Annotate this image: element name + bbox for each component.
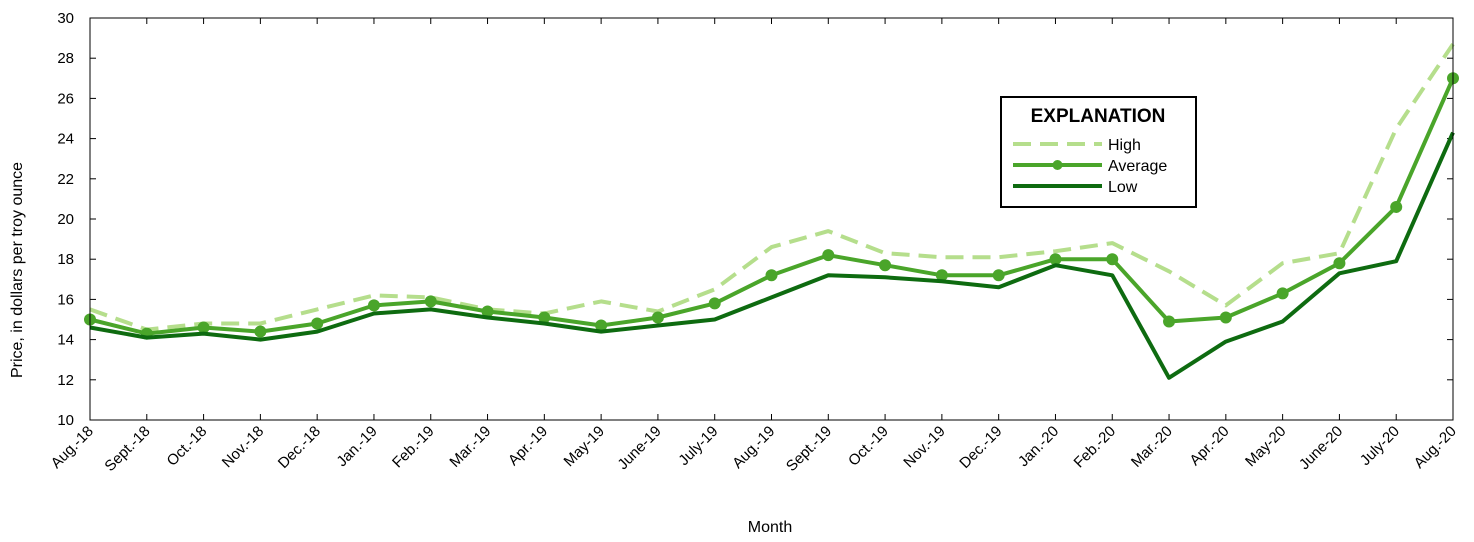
x-tick-label: May-20 bbox=[1242, 423, 1289, 470]
x-tick-label: Dec.-19 bbox=[956, 423, 1005, 472]
data-point-average bbox=[595, 319, 608, 332]
data-point-average bbox=[424, 295, 437, 308]
y-tick-label: 24 bbox=[57, 131, 74, 148]
data-point-average bbox=[197, 321, 210, 334]
y-tick-label: 14 bbox=[57, 332, 74, 349]
data-point-average bbox=[879, 259, 892, 272]
data-point-average bbox=[311, 317, 324, 330]
y-tick-label: 16 bbox=[57, 291, 74, 308]
series-line-low bbox=[89, 131, 1455, 380]
x-tick-label: Mar.-19 bbox=[446, 423, 494, 471]
data-point-average bbox=[992, 269, 1005, 282]
data-point-average bbox=[822, 249, 835, 262]
plot-area-frame bbox=[89, 17, 1454, 421]
x-tick-label: Sept.-19 bbox=[783, 423, 835, 475]
x-tick-label: Sept.-18 bbox=[101, 423, 153, 475]
y-tick-label: 10 bbox=[57, 412, 74, 429]
series-line-high bbox=[89, 42, 1455, 332]
x-tick-label: Dec.-18 bbox=[275, 423, 324, 472]
x-tick-label: Jan.-19 bbox=[333, 423, 380, 470]
x-tick-label: June-19 bbox=[614, 423, 664, 473]
data-point-average bbox=[765, 269, 778, 282]
x-tick-label: Nov.-18 bbox=[219, 423, 267, 471]
y-axis-label: Price, in dollars per troy ounce bbox=[9, 162, 26, 378]
y-tick-label: 26 bbox=[57, 90, 74, 107]
y-tick-label: 12 bbox=[57, 372, 74, 389]
data-point-average bbox=[1333, 257, 1346, 270]
series-layer bbox=[84, 42, 1459, 380]
legend-label-average: Average bbox=[1108, 158, 1167, 175]
data-point-average bbox=[1276, 287, 1289, 300]
data-point-average bbox=[651, 311, 664, 324]
x-axis-ticks: Aug.-18 Sept.-18 Oct.-18 Nov.-18 Dec.-18 Jan.… bbox=[48, 18, 1460, 475]
x-axis-label: Month bbox=[748, 519, 792, 536]
y-tick-label: 28 bbox=[57, 50, 74, 67]
y-axis-ticks: 10 12 14 16 18 20 22 24 26 28 30 bbox=[57, 10, 1453, 429]
legend-label-low: Low bbox=[1108, 179, 1138, 196]
y-tick-label: 30 bbox=[57, 10, 74, 27]
data-point-average bbox=[935, 269, 948, 282]
x-tick-label: July-19 bbox=[675, 423, 721, 469]
x-tick-label: Jan.-20 bbox=[1015, 423, 1062, 470]
legend-items: High Average Low bbox=[1013, 137, 1167, 196]
x-tick-label: Mar.-20 bbox=[1128, 423, 1176, 471]
data-point-average bbox=[1163, 315, 1176, 328]
data-point-average bbox=[538, 311, 551, 324]
data-point-average bbox=[367, 299, 380, 312]
y-tick-label: 20 bbox=[57, 211, 74, 228]
legend-label-high: High bbox=[1108, 137, 1141, 154]
y-tick-label: 22 bbox=[57, 171, 74, 188]
x-tick-label: Aug.-18 bbox=[48, 423, 97, 472]
x-tick-label: Apr.-19 bbox=[505, 423, 551, 469]
data-point-average bbox=[254, 325, 267, 338]
data-point-average bbox=[1106, 253, 1119, 266]
legend-title: EXPLANATION bbox=[1031, 106, 1166, 127]
x-tick-label: June-20 bbox=[1296, 423, 1346, 473]
x-tick-label: Feb.-19 bbox=[389, 423, 438, 472]
data-point-average bbox=[1390, 200, 1403, 213]
data-point-average bbox=[1049, 253, 1062, 266]
x-tick-label: Aug.-20 bbox=[1411, 423, 1460, 472]
x-tick-label: Aug.-19 bbox=[729, 423, 778, 472]
y-tick-label: 18 bbox=[57, 251, 74, 268]
legend-box bbox=[1000, 96, 1197, 208]
x-tick-label: Oct.-19 bbox=[845, 423, 892, 470]
legend-marker-average bbox=[1052, 160, 1063, 170]
x-tick-label: Nov.-19 bbox=[900, 423, 948, 471]
legend: EXPLANATION High Average Low bbox=[1000, 96, 1197, 208]
x-tick-label: Oct.-18 bbox=[164, 423, 211, 470]
data-point-average bbox=[481, 305, 494, 318]
x-tick-label: Feb.-20 bbox=[1070, 423, 1119, 472]
data-point-average bbox=[708, 297, 721, 310]
x-tick-label: Apr.-20 bbox=[1186, 423, 1232, 469]
x-tick-label: May-19 bbox=[561, 423, 608, 470]
data-point-average bbox=[1219, 311, 1232, 324]
x-tick-label: July-20 bbox=[1357, 423, 1403, 469]
